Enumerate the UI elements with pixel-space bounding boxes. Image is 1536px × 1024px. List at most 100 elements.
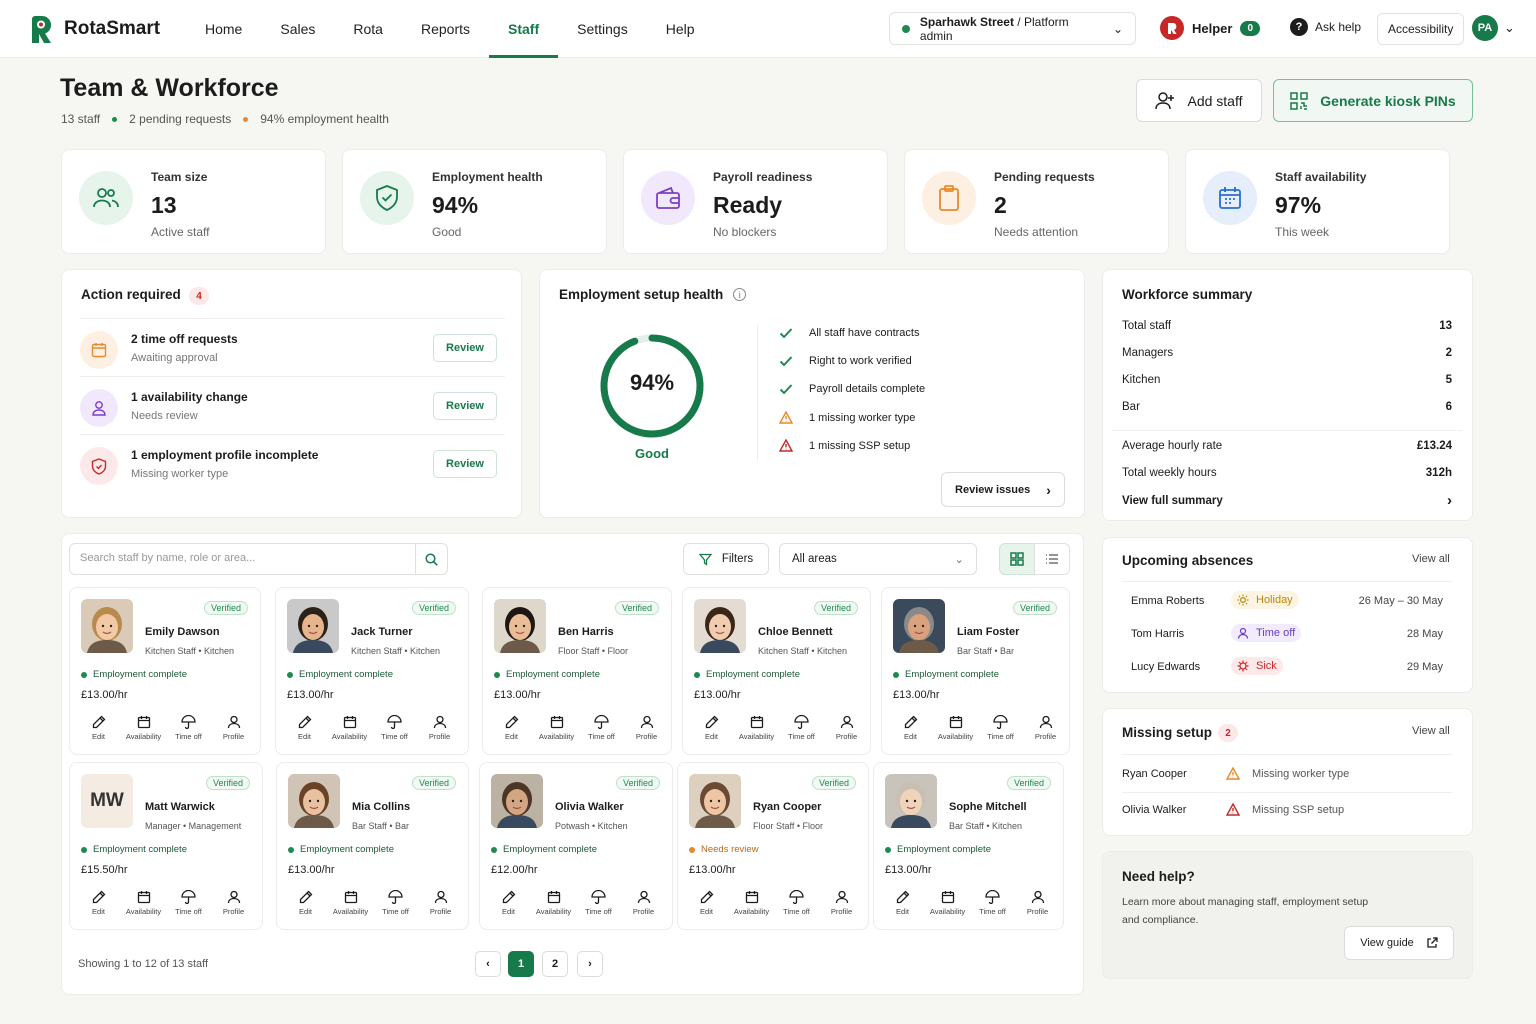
card-action-label: Edit [700, 907, 713, 916]
page-2-button[interactable]: 2 [542, 951, 568, 977]
card-action-time-off-button[interactable]: Time off [166, 715, 211, 741]
staff-card[interactable]: Verified Ben Harris Floor Staff • Floor Emp… [482, 587, 672, 755]
stat-card-pending-requests[interactable]: Pending requests 2 Needs attention [904, 149, 1169, 254]
card-action-availability-button[interactable]: Availability [328, 890, 373, 916]
nav-link-rota[interactable]: Rota [353, 21, 383, 37]
areas-select[interactable]: All areas ⌄ [779, 543, 977, 575]
staff-name: Matt Warwick [145, 801, 215, 813]
card-action-profile-button[interactable]: Profile [211, 715, 256, 741]
card-action-edit-button[interactable]: Edit [880, 890, 925, 916]
card-action-edit-button[interactable]: Edit [283, 890, 328, 916]
nav-link-help[interactable]: Help [665, 21, 695, 37]
page-1-button[interactable]: 1 [508, 951, 534, 977]
generate-kiosk-pins-button[interactable]: Generate kiosk PINs [1273, 79, 1473, 122]
card-action-edit-button[interactable]: Edit [888, 715, 933, 741]
card-action-label: Edit [92, 907, 105, 916]
card-action-label: Availability [331, 732, 368, 741]
next-page-button[interactable]: › [577, 951, 603, 977]
nav-link-settings[interactable]: Settings [577, 21, 628, 37]
card-action-availability-button[interactable]: Availability [531, 890, 576, 916]
brand-logo[interactable]: RotaSmart [28, 14, 160, 44]
stat-note: No blockers [713, 225, 777, 239]
card-action-edit-button[interactable]: Edit [486, 890, 531, 916]
staff-card[interactable]: Verified Ryan Cooper Floor Staff • Floor Ne… [677, 762, 869, 930]
card-action-profile-button[interactable]: Profile [621, 890, 666, 916]
card-action-profile-button[interactable]: Profile [819, 890, 864, 916]
card-action-availability-button[interactable]: Availability [121, 890, 166, 916]
gauge-arc [600, 334, 704, 438]
card-action-time-off-button[interactable]: Time off [978, 715, 1023, 741]
card-action-time-off-button[interactable]: Time off [372, 715, 417, 741]
user-icon [80, 389, 118, 427]
card-action-time-off-button[interactable]: Time off [774, 890, 819, 916]
card-action-edit-button[interactable]: Edit [489, 715, 534, 741]
view-guide-button[interactable]: View guide [1344, 926, 1454, 960]
card-action-edit-button[interactable]: Edit [76, 715, 121, 741]
review-button[interactable]: Review [433, 450, 497, 478]
prev-page-button[interactable]: ‹ [475, 951, 501, 977]
card-action-availability-button[interactable]: Availability [121, 715, 166, 741]
card-action-profile-button[interactable]: Profile [1015, 890, 1060, 916]
card-action-availability-button[interactable]: Availability [534, 715, 579, 741]
user-menu[interactable]: PA ⌄ [1472, 15, 1515, 41]
add-staff-button[interactable]: Add staff [1136, 79, 1262, 122]
card-action-profile-button[interactable]: Profile [418, 890, 463, 916]
nav-link-staff[interactable]: Staff [489, 0, 559, 58]
search-input[interactable] [80, 552, 410, 564]
grid-view-toggle[interactable] [999, 543, 1035, 575]
qr-code-icon [1290, 91, 1309, 110]
filters-button[interactable]: Filters [683, 543, 769, 575]
list-view-toggle[interactable] [1034, 543, 1070, 575]
stat-card-employment-health[interactable]: Employment health 94% Good [342, 149, 607, 254]
stat-card-payroll-readiness[interactable]: Payroll readiness Ready No blockers [623, 149, 888, 254]
card-action-edit-button[interactable]: Edit [282, 715, 327, 741]
nav-link-home[interactable]: Home [205, 21, 243, 37]
stat-card-team-size[interactable]: Team size 13 Active staff [61, 149, 326, 254]
card-action-availability-button[interactable]: Availability [729, 890, 774, 916]
helper-button[interactable]: Helper 0 [1160, 16, 1261, 40]
staff-card[interactable]: Verified Liam Foster Bar Staff • Bar Employ… [881, 587, 1070, 755]
card-action-profile-button[interactable]: Profile [211, 890, 256, 916]
stat-card-staff-availability[interactable]: Staff availability 97% This week [1185, 149, 1450, 254]
nav-link-sales[interactable]: Sales [280, 21, 316, 37]
staff-card[interactable]: Verified Olivia Walker Potwash • Kitchen Em… [479, 762, 673, 930]
card-action-edit-button[interactable]: Edit [689, 715, 734, 741]
staff-card[interactable]: Verified Emily Dawson Kitchen Staff • Kitc… [69, 587, 261, 755]
card-action-profile-button[interactable]: Profile [1023, 715, 1068, 741]
review-issues-button[interactable]: Review issues › [941, 472, 1065, 507]
missing-setup-view-all-link[interactable]: View all [1412, 725, 1450, 737]
view-full-summary-link[interactable]: View full summary › [1122, 492, 1452, 509]
staff-card[interactable]: MW Verified Matt Warwick Manager • Manageme… [69, 762, 263, 930]
ask-help-button[interactable]: ? Ask help [1290, 18, 1361, 36]
card-action-availability-button[interactable]: Availability [327, 715, 372, 741]
card-action-label: Profile [835, 732, 858, 741]
info-icon[interactable]: i [733, 288, 747, 301]
absences-view-all-link[interactable]: View all [1412, 553, 1450, 565]
card-action-availability-button[interactable]: Availability [933, 715, 978, 741]
card-action-availability-button[interactable]: Availability [734, 715, 779, 741]
card-action-profile-button[interactable]: Profile [624, 715, 669, 741]
card-action-time-off-button[interactable]: Time off [579, 715, 624, 741]
card-action-edit-button[interactable]: Edit [76, 890, 121, 916]
card-action-profile-button[interactable]: Profile [824, 715, 869, 741]
staff-card[interactable]: Verified Jack Turner Kitchen Staff • Kitch… [275, 587, 469, 755]
accessibility-button[interactable]: Accessibility [1377, 13, 1465, 45]
review-button[interactable]: Review [433, 334, 497, 362]
store-selector[interactable]: Sparhawk Street / Platform admin ⌄ [889, 12, 1136, 45]
staff-card[interactable]: Verified Sophe Mitchell Bar Staff • Kitche… [873, 762, 1064, 930]
search-icon[interactable] [415, 544, 447, 574]
user-icon [227, 715, 241, 729]
staff-card[interactable]: Verified Mia Collins Bar Staff • Bar Employ… [276, 762, 469, 930]
card-action-profile-button[interactable]: Profile [417, 715, 462, 741]
staff-card[interactable]: Verified Chloe Bennett Kitchen Staff • Kit… [682, 587, 871, 755]
avatar: PA [1472, 15, 1498, 41]
review-button[interactable]: Review [433, 392, 497, 420]
card-action-time-off-button[interactable]: Time off [576, 890, 621, 916]
card-action-availability-button[interactable]: Availability [925, 890, 970, 916]
card-action-time-off-button[interactable]: Time off [779, 715, 824, 741]
nav-link-reports[interactable]: Reports [420, 21, 470, 37]
card-action-time-off-button[interactable]: Time off [970, 890, 1015, 916]
card-action-time-off-button[interactable]: Time off [373, 890, 418, 916]
card-action-edit-button[interactable]: Edit [684, 890, 729, 916]
card-action-time-off-button[interactable]: Time off [166, 890, 211, 916]
